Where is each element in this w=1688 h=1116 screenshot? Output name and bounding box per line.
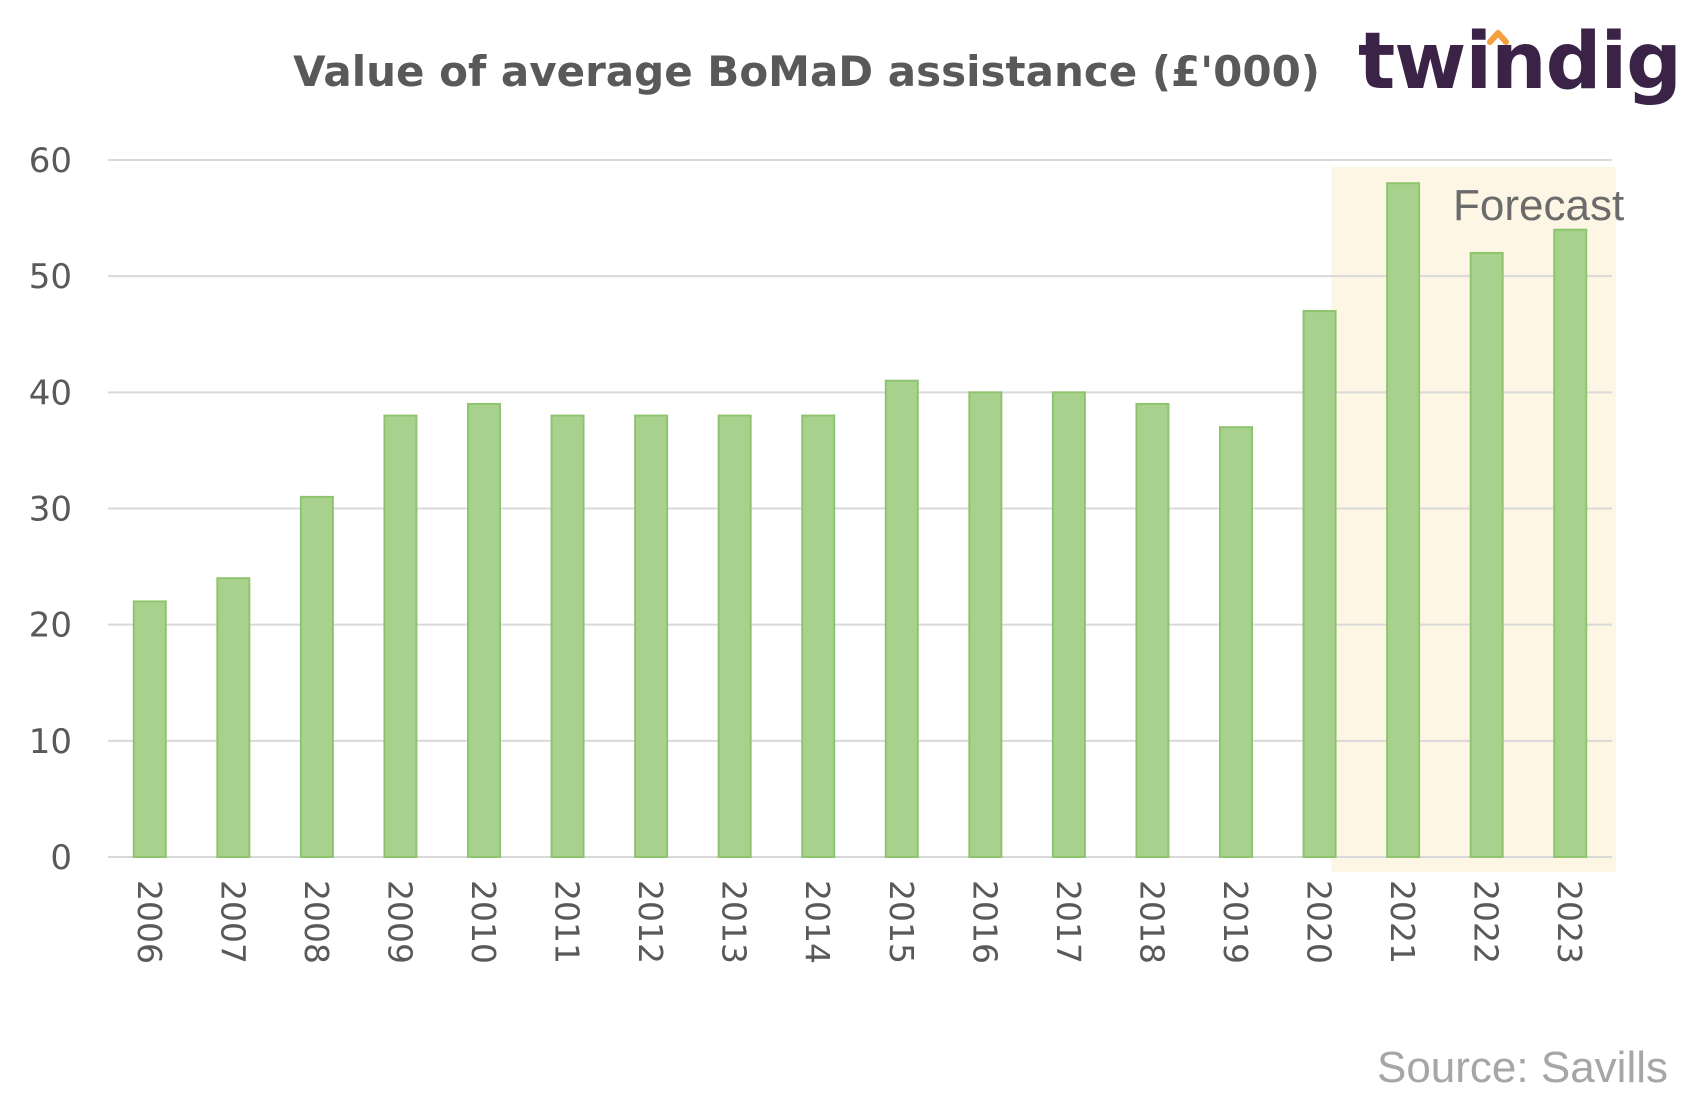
x-tick-label: 2015 <box>882 880 921 964</box>
gridlines <box>108 159 1612 858</box>
x-axis-ticks: 2006 2007 2008 2009 2010 2011 2012 2013 2014 2015… <box>130 880 1589 964</box>
bar <box>1051 391 1086 858</box>
x-tick-label: 2011 <box>548 880 587 964</box>
x-tick-label: 2010 <box>464 880 503 964</box>
bar <box>550 414 585 858</box>
logo-wordmark: twindig <box>1358 17 1681 107</box>
bar <box>1302 310 1337 858</box>
bar <box>1135 402 1170 858</box>
y-tick-label: 40 <box>29 373 72 413</box>
source-note: Source: Savills <box>1377 1043 1668 1092</box>
x-tick-label: 2014 <box>798 880 837 964</box>
bar <box>1469 251 1504 858</box>
x-tick-label: 2008 <box>297 880 336 964</box>
x-tick-label: 2023 <box>1550 880 1589 964</box>
x-tick-label: 2007 <box>213 880 252 964</box>
bar <box>216 577 251 858</box>
twindig-logo: twindig <box>1358 17 1682 107</box>
bar <box>132 600 167 859</box>
bar <box>634 414 669 858</box>
x-tick-label: 2017 <box>1049 880 1088 964</box>
chart-title: Value of average BoMaD assistance (£'000… <box>293 47 1320 96</box>
y-tick-label: 0 <box>50 838 72 878</box>
bar <box>1219 426 1253 858</box>
y-tick-label: 10 <box>29 722 72 762</box>
bar <box>1553 228 1588 858</box>
bar <box>1386 182 1421 858</box>
x-tick-label: 2022 <box>1467 880 1506 964</box>
x-tick-label: 2013 <box>715 880 754 964</box>
y-tick-label: 20 <box>29 606 72 646</box>
y-axis-ticks: 0 10 20 30 40 50 60 <box>29 141 72 878</box>
bar <box>884 379 919 858</box>
bar <box>717 414 752 858</box>
bars <box>132 182 1588 859</box>
bar <box>801 414 836 858</box>
bar <box>299 495 334 858</box>
y-tick-label: 30 <box>29 490 72 530</box>
x-tick-label: 2021 <box>1383 880 1422 964</box>
forecast-annotation: Forecast <box>1453 181 1624 230</box>
logo-accent-icon <box>1487 30 1509 45</box>
x-tick-label: 2009 <box>380 880 419 964</box>
x-tick-label: 2018 <box>1132 880 1171 964</box>
x-tick-label: 2006 <box>130 880 169 964</box>
y-tick-label: 50 <box>29 257 72 297</box>
x-tick-label: 2020 <box>1300 880 1339 964</box>
y-tick-label: 60 <box>29 141 72 181</box>
bar <box>968 391 1003 858</box>
x-tick-label: 2012 <box>631 880 670 964</box>
x-tick-label: 2016 <box>965 880 1004 964</box>
bar <box>467 402 501 858</box>
bar <box>383 414 418 858</box>
x-tick-label: 2019 <box>1216 880 1255 964</box>
